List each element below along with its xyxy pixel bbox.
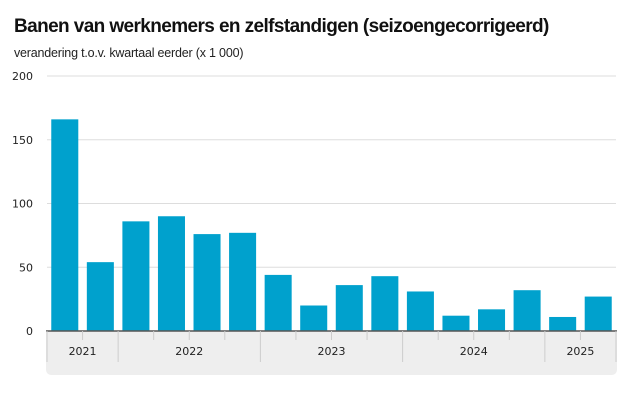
bar (193, 234, 221, 331)
bar (442, 315, 470, 331)
year-label: 2023 (318, 345, 346, 358)
year-label: 2022 (175, 345, 203, 358)
bars (51, 119, 612, 331)
bar (264, 274, 292, 331)
bar (86, 262, 114, 331)
bar (371, 276, 399, 331)
bar (584, 296, 612, 331)
bar (406, 291, 434, 331)
x-axis-band (46, 331, 617, 375)
bar (335, 285, 363, 331)
chart-subtitle: verandering t.o.v. kwartaal eerder (x 1 … (14, 46, 244, 60)
bar (513, 290, 541, 331)
y-tick-label: 100 (12, 198, 33, 211)
bar (157, 216, 185, 331)
bar (122, 221, 150, 331)
year-label: 2024 (460, 345, 488, 358)
year-label: 2025 (566, 345, 594, 358)
y-axis-ticks: 0 50 100 150 200 (12, 70, 33, 338)
x-axis: 2021 2022 2023 2024 2025 (46, 330, 617, 362)
y-tick-label: 200 (12, 70, 33, 83)
bar (549, 316, 577, 331)
bar (478, 309, 506, 331)
bar (229, 232, 257, 331)
y-tick-label: 150 (12, 134, 33, 147)
y-tick-label: 0 (26, 325, 33, 338)
x-axis-band-background (46, 331, 617, 375)
bar (300, 305, 328, 331)
year-label: 2021 (69, 345, 97, 358)
y-tick-label: 50 (19, 261, 33, 274)
chart-title: Banen van werknemers en zelfstandigen (s… (14, 16, 549, 37)
bar (51, 119, 79, 331)
